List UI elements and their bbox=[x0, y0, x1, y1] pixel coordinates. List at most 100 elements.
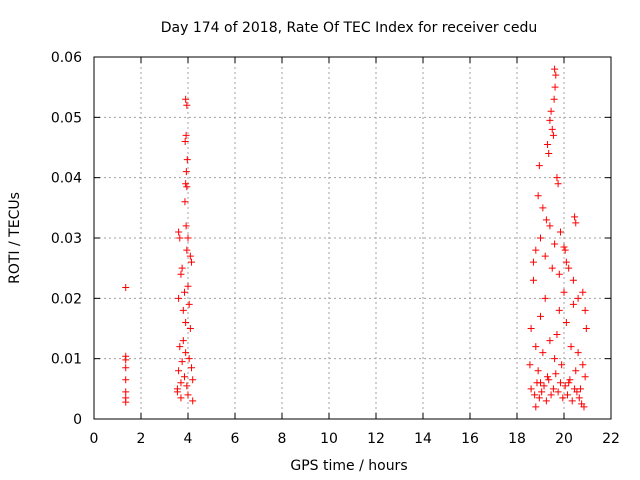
data-point-marker bbox=[189, 376, 197, 384]
data-point-marker bbox=[184, 282, 192, 290]
data-point-marker bbox=[568, 397, 576, 405]
data-point-marker bbox=[547, 107, 555, 115]
data-point-marker bbox=[175, 294, 183, 302]
data-point-marker bbox=[553, 331, 561, 339]
x-tick-label: 8 bbox=[278, 431, 287, 447]
data-point-marker bbox=[179, 306, 187, 314]
chart-title: Day 174 of 2018, Rate Of TEC Index for r… bbox=[161, 20, 537, 36]
grid-lines bbox=[94, 57, 611, 419]
data-point-marker bbox=[537, 234, 544, 242]
data-point-marker bbox=[554, 180, 562, 188]
data-point-marker bbox=[542, 216, 550, 224]
data-point-marker bbox=[569, 300, 577, 308]
data-point-marker bbox=[180, 373, 188, 381]
x-tick-label: 4 bbox=[184, 431, 193, 447]
data-point-marker bbox=[567, 343, 575, 351]
data-point-marker bbox=[566, 376, 574, 384]
data-point-marker bbox=[179, 337, 187, 345]
data-point-marker bbox=[177, 394, 185, 402]
data-point-marker bbox=[183, 101, 191, 109]
data-point-marker bbox=[548, 264, 556, 272]
data-point-marker bbox=[581, 306, 589, 314]
data-point-marker bbox=[572, 219, 580, 227]
axis-ticks bbox=[93, 56, 612, 420]
y-axis-label: ROTI / TECUs bbox=[7, 192, 23, 284]
data-point-marker bbox=[532, 246, 540, 254]
data-point-marker bbox=[554, 388, 562, 396]
x-tick-labels: 0 2 4 6 8 10 12 14 16 18 20 22 bbox=[90, 431, 620, 447]
data-point-marker bbox=[550, 95, 558, 103]
data-point-marker bbox=[526, 361, 534, 369]
data-point-marker bbox=[178, 358, 186, 366]
data-point-marker bbox=[122, 356, 130, 364]
data-point-marker bbox=[541, 252, 549, 260]
data-point-marker bbox=[537, 379, 544, 387]
data-point-marker bbox=[581, 373, 589, 381]
data-point-marker bbox=[562, 318, 570, 326]
data-point-marker bbox=[574, 294, 582, 302]
data-point-marker bbox=[559, 394, 567, 402]
x-tick-label: 14 bbox=[414, 431, 432, 447]
data-point-marker bbox=[122, 388, 130, 396]
data-point-marker bbox=[177, 379, 185, 387]
data-point-marker bbox=[551, 65, 559, 73]
data-point-marker bbox=[182, 131, 190, 139]
data-point-marker bbox=[582, 325, 590, 332]
data-point-marker bbox=[541, 294, 549, 302]
data-point-marker bbox=[529, 258, 537, 266]
data-point-marker bbox=[182, 180, 190, 188]
data-point-marker bbox=[560, 243, 568, 251]
data-point-marker bbox=[576, 385, 584, 393]
data-point-marker bbox=[540, 382, 548, 390]
data-point-marker bbox=[188, 364, 196, 372]
data-point-marker bbox=[565, 379, 573, 387]
data-point-marker bbox=[176, 234, 184, 242]
data-point-marker bbox=[182, 168, 190, 176]
y-tick-label: 0 bbox=[73, 412, 82, 428]
data-point-marker bbox=[555, 306, 563, 314]
data-point-marker bbox=[183, 246, 191, 254]
x-tick-label: 18 bbox=[508, 431, 526, 447]
data-point-marker bbox=[182, 349, 190, 357]
data-point-marker bbox=[558, 361, 566, 369]
x-tick-label: 20 bbox=[555, 431, 573, 447]
data-point-marker bbox=[546, 337, 554, 345]
data-point-marker bbox=[542, 397, 550, 405]
data-point-marker bbox=[188, 258, 196, 266]
data-point-marker bbox=[534, 367, 542, 375]
data-point-marker bbox=[527, 385, 535, 393]
data-point-marker bbox=[182, 318, 190, 326]
data-point-marker bbox=[178, 264, 186, 272]
data-point-marker bbox=[535, 394, 543, 402]
x-tick-label: 12 bbox=[367, 431, 385, 447]
data-point-marker bbox=[565, 264, 573, 272]
data-point-marker bbox=[175, 367, 183, 375]
x-tick-label: 0 bbox=[90, 431, 99, 447]
data-point-marker bbox=[189, 397, 197, 405]
data-point-marker bbox=[564, 391, 572, 399]
data-point-marker bbox=[548, 125, 556, 133]
data-point-marker bbox=[549, 385, 557, 393]
data-point-marker bbox=[547, 391, 555, 399]
y-tick-label: 0.04 bbox=[51, 171, 82, 187]
data-point-marker bbox=[579, 288, 587, 296]
data-point-marker bbox=[186, 325, 194, 332]
y-tick-label: 0.01 bbox=[51, 352, 82, 368]
data-point-marker bbox=[556, 379, 564, 387]
data-point-marker bbox=[539, 349, 547, 357]
data-point-marker bbox=[539, 204, 547, 212]
data-point-marker bbox=[553, 174, 561, 182]
data-point-marker bbox=[552, 370, 560, 378]
data-point-marker bbox=[183, 156, 191, 164]
data-point-marker bbox=[580, 403, 588, 411]
data-point-marker bbox=[173, 388, 181, 396]
data-point-marker bbox=[544, 373, 552, 381]
data-point-marker bbox=[183, 382, 191, 390]
data-point-marker bbox=[185, 355, 193, 363]
data-point-marker bbox=[122, 376, 130, 384]
data-point-marker bbox=[561, 246, 569, 254]
data-point-marker bbox=[177, 270, 185, 278]
data-point-marker bbox=[552, 71, 560, 79]
y-tick-label: 0.02 bbox=[51, 291, 82, 307]
